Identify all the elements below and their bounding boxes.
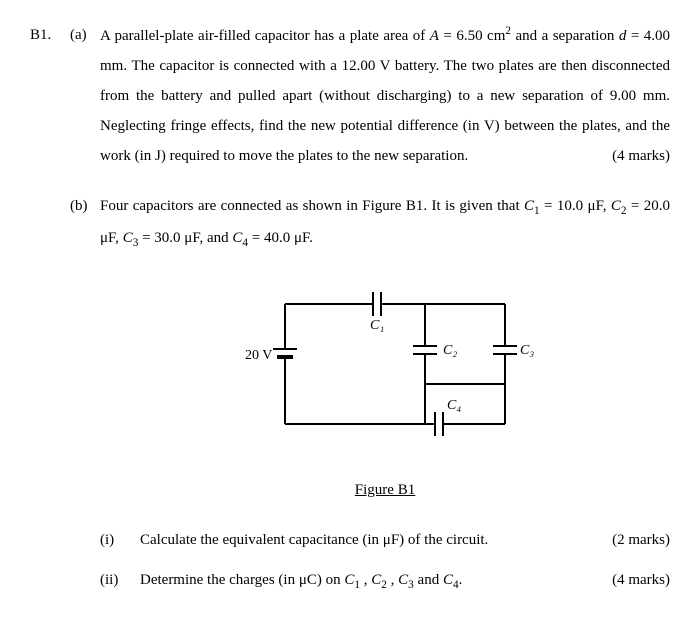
figure-caption: Figure B1 bbox=[100, 475, 670, 505]
part-b-ii: (ii) Determine the charges (in μC) on C1… bbox=[100, 565, 670, 597]
sub-content: Determine the charges (in μC) on C1 , C2… bbox=[140, 565, 670, 597]
text: A parallel-plate air-filled capacitor ha… bbox=[100, 28, 430, 44]
part-b-i: (i) Calculate the equivalent capacitance… bbox=[100, 525, 670, 555]
part-a-label: (a) bbox=[70, 20, 100, 50]
roman-label: (ii) bbox=[100, 565, 140, 595]
text: and a separation bbox=[511, 28, 619, 44]
part-a-marks: (4 marks) bbox=[612, 141, 670, 171]
c3-label: C₃ bbox=[520, 343, 534, 358]
var-A: A bbox=[430, 28, 439, 44]
c4-label: C₄ bbox=[447, 398, 461, 413]
var: C bbox=[232, 230, 242, 246]
text: The capacitor is connected with a 12.00 … bbox=[100, 58, 670, 164]
marks: (2 marks) bbox=[612, 525, 670, 555]
figure-b1: 20 V C₁ C₂ C₃ C₄ Figure B1 bbox=[100, 274, 670, 505]
part-b-label: (b) bbox=[70, 191, 100, 221]
question-b1b: (b) Four capacitors are connected as sho… bbox=[30, 191, 670, 597]
part-b-intro: Four capacitors are connected as shown i… bbox=[100, 191, 670, 254]
var: C bbox=[123, 230, 133, 246]
part-b-content: Four capacitors are connected as shown i… bbox=[100, 191, 670, 597]
question-number: B1. bbox=[30, 20, 70, 50]
marks: (4 marks) bbox=[612, 565, 670, 595]
var-d: d bbox=[619, 28, 627, 44]
c2-label: C₂ bbox=[443, 343, 457, 358]
var: C bbox=[524, 198, 534, 214]
roman-label: (i) bbox=[100, 525, 140, 555]
voltage-label: 20 V bbox=[245, 348, 272, 363]
sub-content: Calculate the equivalent capacitance (in… bbox=[140, 525, 670, 555]
part-a-content: A parallel-plate air-filled capacitor ha… bbox=[100, 20, 670, 171]
question-b1a: B1. (a) A parallel-plate air-filled capa… bbox=[30, 20, 670, 171]
text: Calculate the equivalent capacitance (in… bbox=[140, 532, 488, 548]
text: Four capacitors are connected as shown i… bbox=[100, 198, 524, 214]
circuit-diagram: 20 V C₁ C₂ C₃ C₄ bbox=[225, 274, 545, 454]
var: C bbox=[611, 198, 621, 214]
c1-label: C₁ bbox=[370, 318, 384, 333]
